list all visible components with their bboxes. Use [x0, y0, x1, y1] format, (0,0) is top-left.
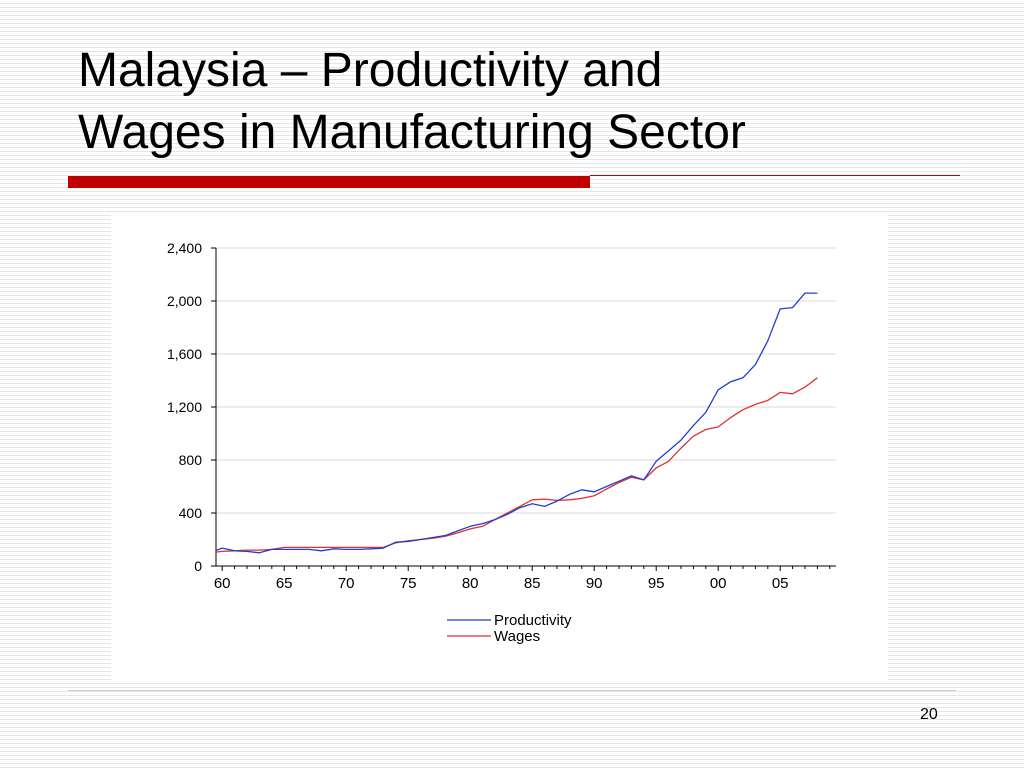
y-tick-label-0: 0 [194, 558, 202, 574]
page-number: 20 [920, 706, 938, 723]
x-tick-label-5: 85 [524, 575, 541, 592]
x-tick-label-9: 05 [772, 575, 789, 592]
x-tick-label-2: 70 [338, 575, 355, 592]
series-line-wages [216, 377, 818, 553]
chart-panel: 0 400 800 1,200 1,600 2,000 2,400 60 65 70 75 80 85 9… [111, 212, 888, 680]
x-tick-label-4: 80 [462, 575, 479, 592]
y-tick-label-3: 1,200 [167, 399, 202, 415]
x-tick-label-1: 65 [276, 575, 293, 592]
slide-title: Malaysia – Productivity and Wages in Man… [78, 40, 978, 164]
y-tick-label-4: 1,600 [167, 346, 202, 362]
title-accent-bar [68, 176, 590, 188]
x-tick-label-7: 95 [648, 575, 665, 592]
y-tick-label-2: 800 [179, 452, 203, 468]
y-tick-label-6: 2,400 [167, 240, 202, 256]
x-tick-label-6: 90 [586, 575, 603, 592]
productivity-wages-chart: 0 400 800 1,200 1,600 2,000 2,400 60 65 70 75 80 85 9… [167, 240, 836, 645]
legend-label-wages: Wages [494, 628, 540, 645]
x-tick-label-0: 60 [214, 575, 231, 592]
y-tick-label-1: 400 [179, 505, 203, 521]
legend-label-productivity: Productivity [494, 612, 572, 629]
footer-divider [68, 690, 956, 691]
series-line-productivity [216, 292, 818, 554]
x-tick-label-8: 00 [710, 575, 727, 592]
slide-title-line-2: Wages in Manufacturing Sector [78, 106, 746, 159]
y-tick-label-5: 2,000 [167, 293, 202, 309]
title-accent-line [590, 175, 960, 176]
x-tick-label-3: 75 [400, 575, 417, 592]
slide-title-line-1: Malaysia – Productivity and [78, 44, 663, 97]
